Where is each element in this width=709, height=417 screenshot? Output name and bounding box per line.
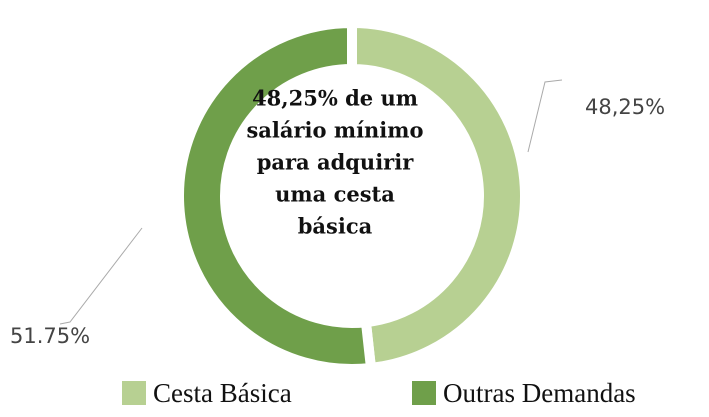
legend-label: Cesta Básica: [153, 378, 292, 408]
center-text: básica: [298, 214, 373, 239]
donut-slice: [174, 17, 377, 374]
value-label: 51.75%: [10, 324, 90, 348]
legend-swatch: [122, 381, 146, 405]
center-text: uma cesta: [275, 182, 395, 207]
legend-label: Outras Demandas: [443, 378, 636, 408]
value-label: 48,25%: [585, 95, 665, 119]
center-text: 48,25% de um: [252, 86, 418, 111]
leader-line: [527, 79, 563, 153]
legend-swatch: [412, 381, 436, 405]
center-text: salário mínimo: [246, 118, 423, 143]
donut-slice: [347, 17, 530, 374]
leader-line: [59, 227, 143, 325]
center-text: para adquirir: [257, 150, 415, 175]
